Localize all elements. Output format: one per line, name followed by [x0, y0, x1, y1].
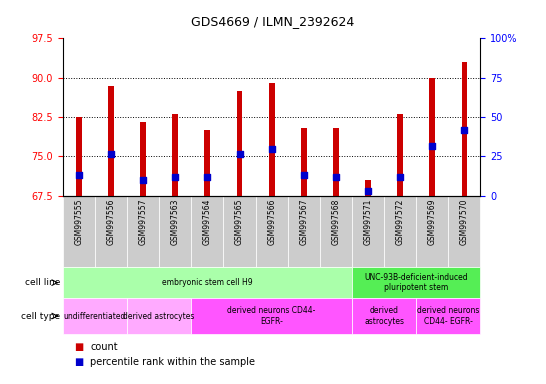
Point: [139, 177, 147, 183]
Bar: [76, 117, 82, 196]
Bar: [108, 86, 114, 196]
Bar: [397, 114, 403, 196]
Text: embryonic stem cell H9: embryonic stem cell H9: [162, 278, 253, 287]
Bar: [333, 127, 339, 196]
Text: cell type: cell type: [21, 311, 60, 321]
Text: derived
astrocytes: derived astrocytes: [364, 306, 404, 326]
Bar: [365, 180, 371, 196]
Point: [396, 174, 405, 180]
Bar: [461, 62, 467, 196]
Text: derived neurons
CD44- EGFR-: derived neurons CD44- EGFR-: [417, 306, 479, 326]
Point: [171, 174, 180, 180]
Point: [364, 187, 372, 194]
Point: [235, 151, 244, 157]
Bar: [173, 114, 178, 196]
Point: [106, 151, 115, 157]
Text: undifferentiated: undifferentiated: [64, 311, 126, 321]
Point: [460, 127, 469, 133]
Bar: [429, 78, 435, 196]
Bar: [140, 122, 146, 196]
Text: count: count: [90, 342, 118, 352]
Text: GDS4669 / ILMN_2392624: GDS4669 / ILMN_2392624: [192, 15, 354, 28]
Bar: [205, 130, 210, 196]
Point: [299, 172, 308, 178]
Text: ■: ■: [74, 342, 83, 352]
Text: ■: ■: [74, 358, 83, 367]
Text: derived astrocytes: derived astrocytes: [123, 311, 195, 321]
Bar: [236, 91, 242, 196]
Point: [203, 174, 212, 180]
Point: [331, 174, 340, 180]
Text: percentile rank within the sample: percentile rank within the sample: [90, 358, 255, 367]
Point: [268, 146, 276, 152]
Text: cell line: cell line: [25, 278, 60, 287]
Point: [74, 172, 83, 178]
Point: [428, 143, 437, 149]
Text: UNC-93B-deficient-induced
pluripotent stem: UNC-93B-deficient-induced pluripotent st…: [364, 273, 468, 292]
Bar: [269, 83, 275, 196]
Text: derived neurons CD44-
EGFR-: derived neurons CD44- EGFR-: [228, 306, 316, 326]
Bar: [301, 127, 307, 196]
